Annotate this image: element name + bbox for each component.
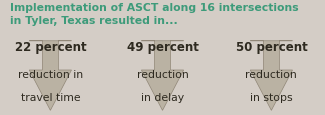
Text: 49 percent: 49 percent — [126, 40, 199, 53]
Text: reduction: reduction — [245, 69, 297, 79]
Polygon shape — [250, 41, 292, 110]
Text: in stops: in stops — [250, 92, 293, 102]
Text: reduction: reduction — [136, 69, 188, 79]
Text: travel time: travel time — [20, 92, 80, 102]
Text: reduction in: reduction in — [18, 69, 83, 79]
Text: 50 percent: 50 percent — [236, 40, 307, 53]
Text: 22 percent: 22 percent — [15, 40, 86, 53]
Polygon shape — [29, 41, 72, 110]
Polygon shape — [141, 41, 184, 110]
Text: Implementation of ASCT along 16 intersections
in Tyler, Texas resulted in...: Implementation of ASCT along 16 intersec… — [10, 3, 298, 26]
Text: in delay: in delay — [141, 92, 184, 102]
